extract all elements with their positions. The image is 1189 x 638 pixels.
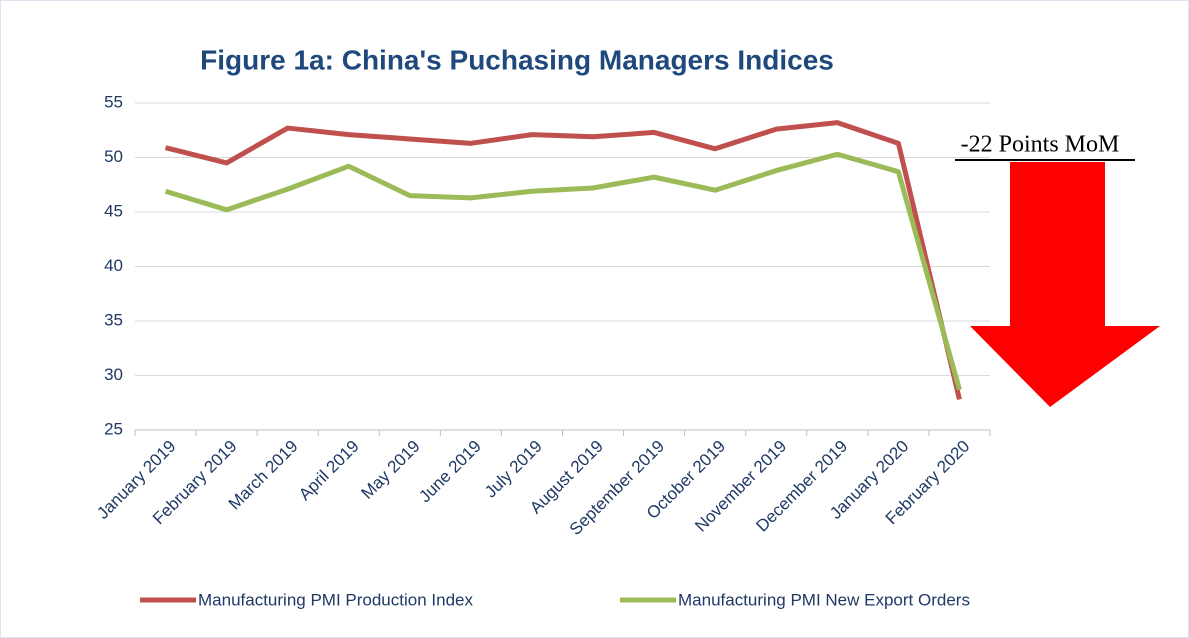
y-tick-label: 45 bbox=[104, 201, 123, 220]
y-tick-label: 50 bbox=[104, 147, 123, 166]
y-tick-label: 25 bbox=[104, 419, 123, 438]
series-line bbox=[164, 120, 962, 401]
legend-label: Manufacturing PMI New Export Orders bbox=[678, 590, 970, 609]
y-tick-label: 30 bbox=[104, 365, 123, 384]
arrow bbox=[970, 162, 1160, 407]
y-tick-label: 40 bbox=[104, 256, 123, 275]
legend-label: Manufacturing PMI Production Index bbox=[198, 590, 473, 609]
y-tick-label: 55 bbox=[104, 92, 123, 111]
annotation: -22 Points MoM bbox=[961, 132, 1120, 158]
chart-title: Figure 1a: China's Puchasing Managers In… bbox=[200, 44, 834, 75]
series-line bbox=[164, 151, 962, 391]
y-tick-label: 35 bbox=[104, 310, 123, 329]
